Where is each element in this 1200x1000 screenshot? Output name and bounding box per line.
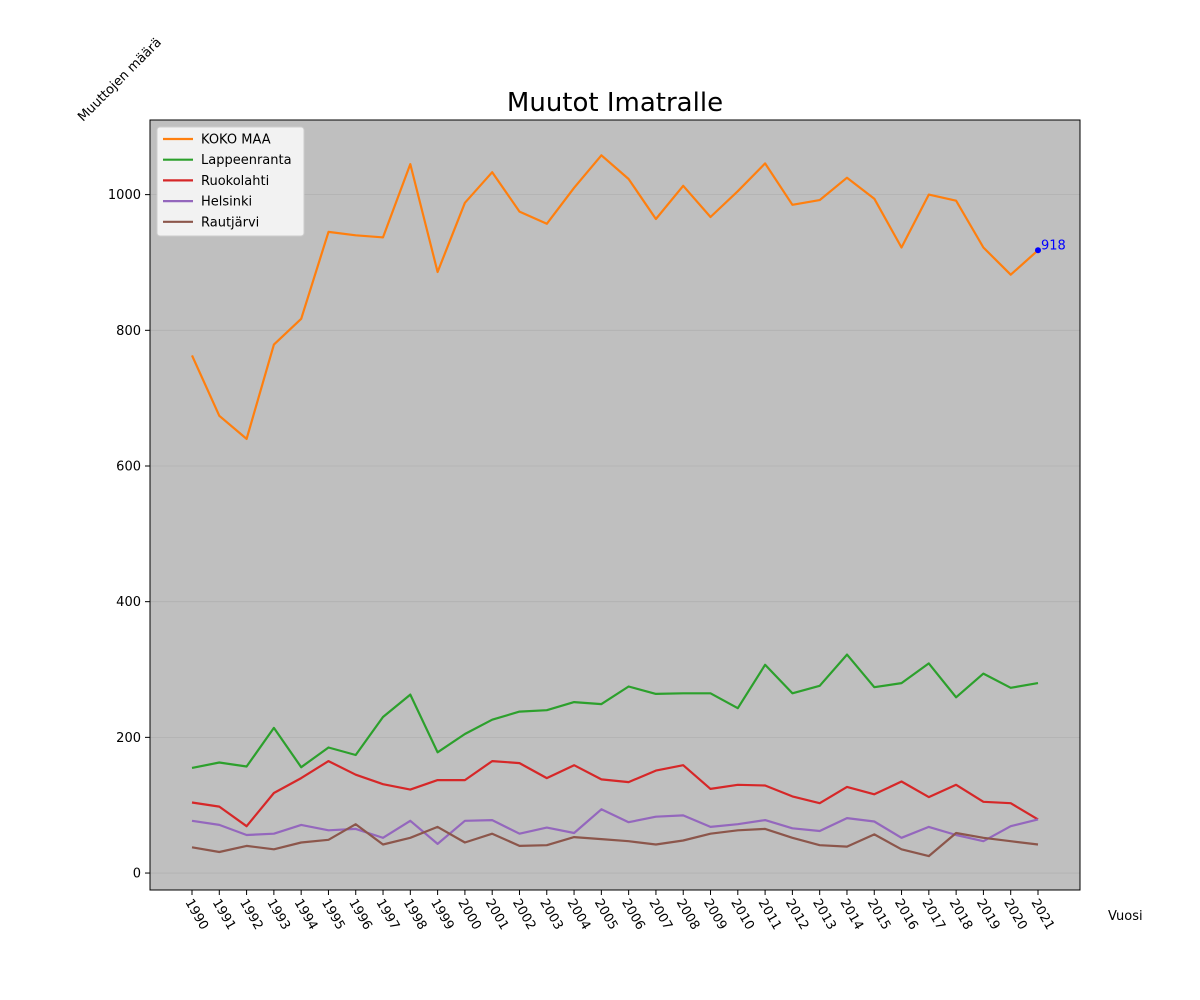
x-tick-label: 2019 xyxy=(973,897,1003,933)
y-tick-label: 600 xyxy=(116,459,141,474)
series-line-2 xyxy=(191,759,1039,828)
x-tick-label: 1995 xyxy=(318,897,348,933)
annotations: 918 xyxy=(1035,238,1066,254)
y-axis: 0 200 400 600 800 1000 xyxy=(108,188,150,882)
y-tick-label: 400 xyxy=(116,595,141,610)
x-tick-label: 2011 xyxy=(755,897,785,933)
series-line-1 xyxy=(191,653,1039,769)
x-tick-label: 1996 xyxy=(345,897,375,933)
x-axis-label: Vuosi xyxy=(1108,909,1143,924)
x-tick-label: 1992 xyxy=(236,897,266,933)
x-tick-label: 2021 xyxy=(1028,897,1058,933)
x-tick-label: 2013 xyxy=(809,897,839,933)
x-tick-label: 2003 xyxy=(536,897,566,933)
x-tick-label: 2008 xyxy=(673,897,703,933)
grid-lines xyxy=(150,194,1080,874)
legend-entry: Ruokolahti xyxy=(201,174,269,189)
x-tick-label: 1998 xyxy=(400,897,430,933)
x-tick-label: 2009 xyxy=(700,897,730,933)
y-axis-label: Muuttojen määrä xyxy=(75,35,165,125)
legend-entry: Helsinki xyxy=(201,195,252,210)
x-tick-label: 2018 xyxy=(946,897,976,933)
x-tick-label: 2005 xyxy=(591,897,621,933)
legend-entry: KOKO MAA xyxy=(201,133,271,148)
series-lines xyxy=(190,154,1039,858)
y-tick-label: 0 xyxy=(133,867,141,882)
x-tick-label: 1990 xyxy=(182,897,212,933)
series-line-4 xyxy=(191,823,1039,858)
x-tick-label: 2020 xyxy=(1000,897,1030,933)
x-tick-label: 2004 xyxy=(564,897,594,933)
x-tick-label: 2016 xyxy=(891,897,921,933)
x-tick-label: 2006 xyxy=(618,897,648,933)
series-line-3 xyxy=(191,808,1039,846)
x-tick-label: 1991 xyxy=(209,897,239,933)
x-tick-label: 2010 xyxy=(727,897,757,933)
legend-entry: Lappeenranta xyxy=(201,153,292,168)
x-tick-label: 1997 xyxy=(373,897,403,933)
series-line-0 xyxy=(190,154,1039,440)
x-tick-label: 1993 xyxy=(263,897,293,933)
x-axis: 1990199119921993199419951996199719981999… xyxy=(182,890,1058,933)
x-tick-label: 2002 xyxy=(509,897,539,933)
x-tick-label: 2000 xyxy=(454,897,484,933)
legend: KOKO MAA Lappeenranta Ruokolahti Helsinki Ra… xyxy=(156,126,305,237)
annotation-label: 918 xyxy=(1041,238,1066,253)
legend-entry: Rautjärvi xyxy=(201,215,259,230)
y-tick-label: 200 xyxy=(116,731,141,746)
y-tick-label: 800 xyxy=(116,324,141,339)
annotation-point xyxy=(1035,247,1041,254)
x-tick-label: 1999 xyxy=(427,897,457,933)
x-tick-label: 2015 xyxy=(864,897,894,933)
legend-box xyxy=(156,126,305,237)
x-tick-label: 2001 xyxy=(482,897,512,933)
x-tick-label: 2007 xyxy=(645,897,675,933)
plot-background xyxy=(150,120,1080,890)
x-tick-label: 2017 xyxy=(918,897,948,933)
x-tick-label: 2014 xyxy=(837,897,867,933)
plot-frame xyxy=(149,119,1081,891)
y-tick-label: 1000 xyxy=(108,188,141,203)
chart-title: Muutot Imatralle xyxy=(507,88,723,118)
x-tick-label: 2012 xyxy=(782,897,812,933)
x-tick-label: 1994 xyxy=(291,897,321,933)
